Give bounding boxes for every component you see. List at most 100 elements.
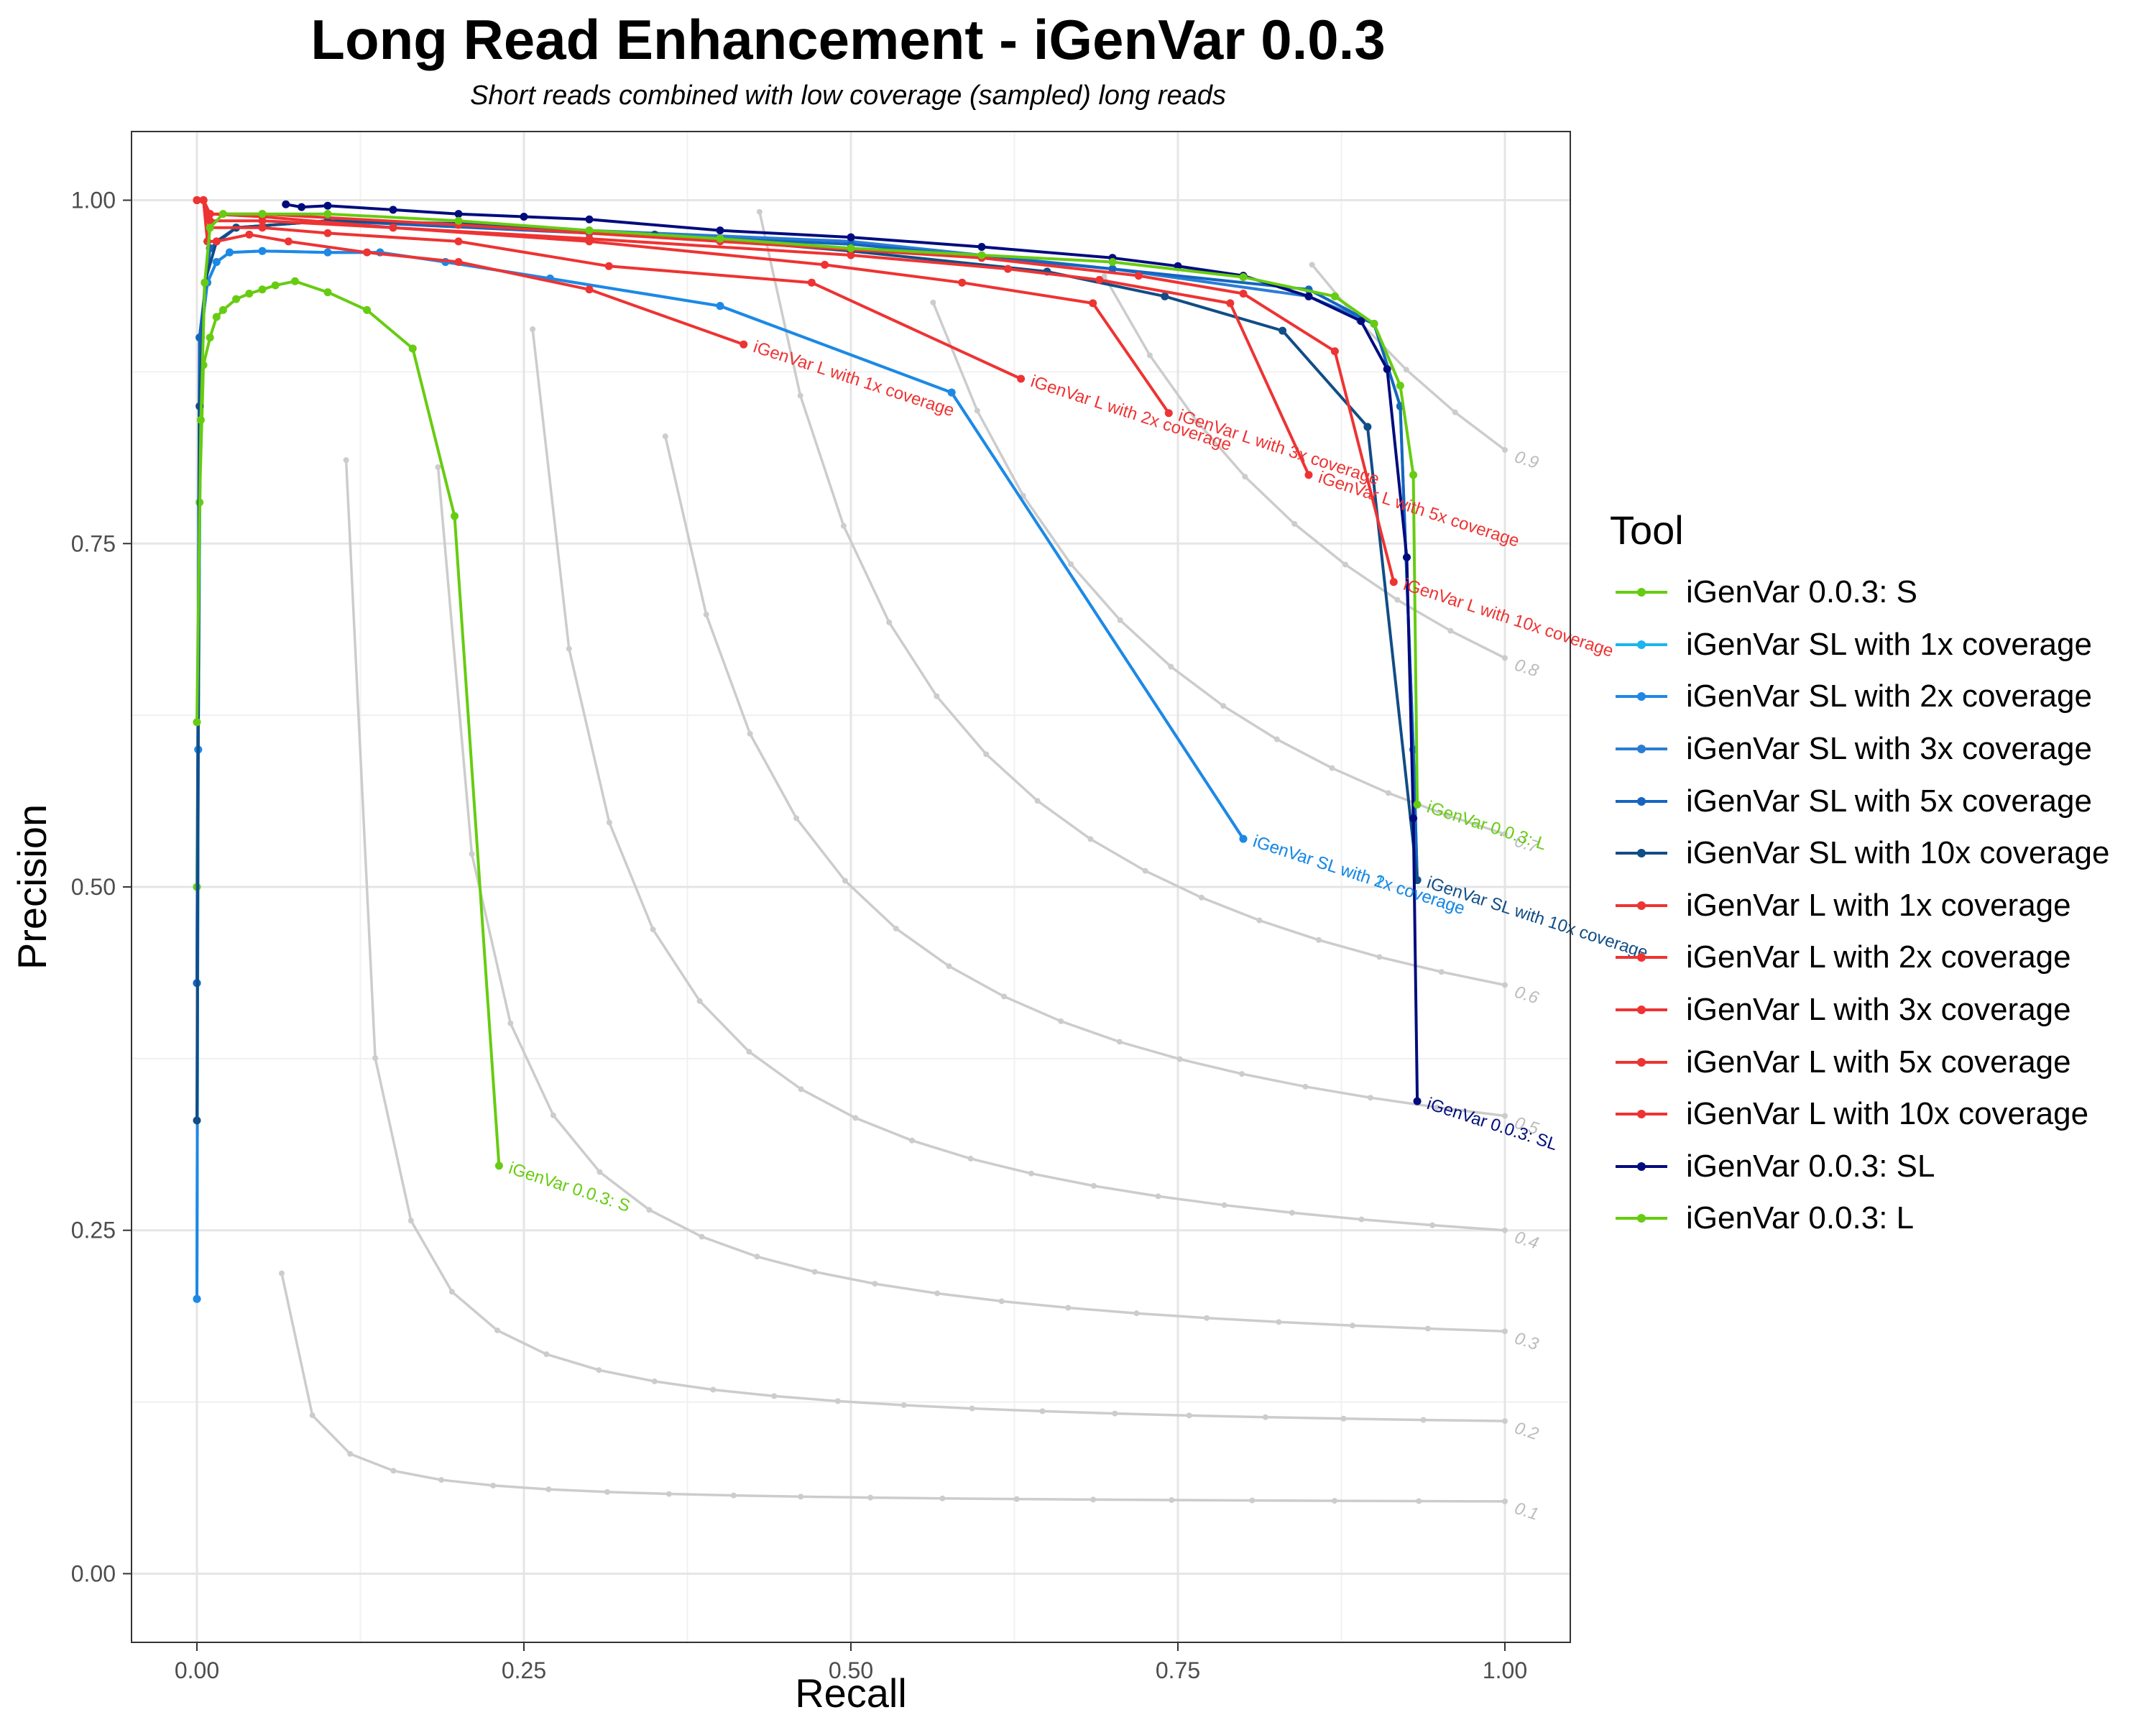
series-point [245,289,254,298]
series-point [206,224,214,232]
f-contour-label: 0.8 [1512,656,1542,681]
f-contour-point [1198,894,1204,901]
f-contour-point [1332,1498,1338,1504]
f-contour-point [798,1086,804,1092]
series-point [847,244,855,252]
series-line [197,198,1396,583]
f-contour-point [1090,1496,1097,1503]
f-contour-point [407,1218,414,1224]
y-tick-label: 0.75 [71,530,116,556]
f-contour-point [550,1112,556,1118]
f-contour-point [662,433,668,440]
f-score-contours: 0.10.20.30.40.50.60.70.80.9 [278,208,1542,1524]
f-contour-point [1065,1305,1072,1311]
f-contour-point [811,1269,818,1275]
f-contour-point [1349,1322,1355,1329]
series-point [454,258,463,267]
f-contour-point [438,1476,445,1483]
legend-key-dot [1637,745,1646,754]
f-contour-point [1340,1415,1347,1422]
series-point [740,340,748,349]
f-contour-point [867,1494,874,1501]
f-contour-point [1394,597,1401,603]
f-contour-point [967,1156,974,1162]
x-tick-label: 0.25 [502,1657,546,1683]
series-point [1095,275,1104,284]
f-contour-point [852,1115,859,1121]
f-contour-point [543,1351,550,1358]
f-contour-point [1452,409,1458,415]
f-contour-point [372,1055,379,1062]
legend-title: Tool [1610,507,1684,553]
series-point [585,226,594,235]
series-point [494,1162,503,1170]
f-contour-point [1220,703,1227,709]
legend-item: iGenVar L with 5x coverage [1610,1036,2109,1088]
series-point [1409,471,1418,479]
f-contour-point [1502,446,1508,453]
series-point [947,388,956,397]
series-point [363,305,372,314]
f-contour-point [834,1398,841,1404]
f-contour-point [343,457,349,464]
f-contour-point [1168,663,1174,670]
f-contour-point [930,299,936,305]
series-point [1357,317,1365,326]
legend-label: iGenVar SL with 1x coverage [1686,626,2092,662]
series-point [1108,258,1117,267]
f-contour-point [908,1137,915,1144]
f-contour-label: 0.9 [1512,447,1541,473]
f-contour-point [1133,1310,1140,1317]
x-tick-label: 1.00 [1483,1657,1527,1683]
series-point [585,234,594,243]
series-line [195,219,1419,983]
f-contour-point [1256,917,1263,924]
series-point [1370,320,1378,328]
series-point [212,237,221,246]
series-line [195,219,1419,983]
f-contour-point [730,1492,737,1499]
series-point [323,210,332,218]
f-contour-point [347,1450,354,1457]
series-point [1134,272,1143,280]
f-contour-point [494,1327,500,1333]
legend-key [1610,1204,1673,1233]
series-end-label: iGenVar L with 1x coverage [751,337,957,420]
f-contour-point [1502,831,1508,837]
series-point [1413,800,1422,809]
series-point [323,201,332,210]
legend-key [1610,1100,1673,1128]
legend-item: iGenVar L with 10x coverage [1610,1088,2109,1141]
f-contour-label: 0.1 [1512,1499,1541,1524]
legend-label: iGenVar L with 2x coverage [1686,939,2071,975]
series-point [199,196,208,205]
f-contour-point [756,208,763,215]
f-contour-point [1112,1410,1118,1417]
series-point [604,262,613,270]
f-contour-point [1221,1202,1227,1208]
f-contour-point [1204,1315,1210,1321]
f-contour-point [703,612,709,618]
series-point [454,210,463,218]
legend-label: iGenVar SL with 5x coverage [1686,783,2092,819]
legend-label: iGenVar 0.0.3: S [1686,574,1918,610]
series-point [1396,382,1404,390]
series-point [212,258,221,267]
f-contour-point [1058,1018,1064,1024]
f-contour-point [1194,418,1200,424]
f-contour-point [596,1367,602,1374]
f-contour-point [696,998,703,1004]
legend-key-dot [1637,953,1646,962]
series-point [218,305,227,314]
series-point [282,200,290,208]
legend-item: iGenVar L with 1x coverage [1610,880,2109,932]
f-contour-point [1001,993,1008,1000]
legend-key-dot [1637,640,1646,649]
f-contour-point [998,1298,1005,1305]
f-contour-point [886,619,893,625]
series-point [716,226,724,235]
series-point [847,251,855,259]
legend-key [1610,1152,1673,1181]
f-contour-point [545,1486,552,1493]
legend-label: iGenVar 0.0.3: L [1686,1200,1915,1236]
